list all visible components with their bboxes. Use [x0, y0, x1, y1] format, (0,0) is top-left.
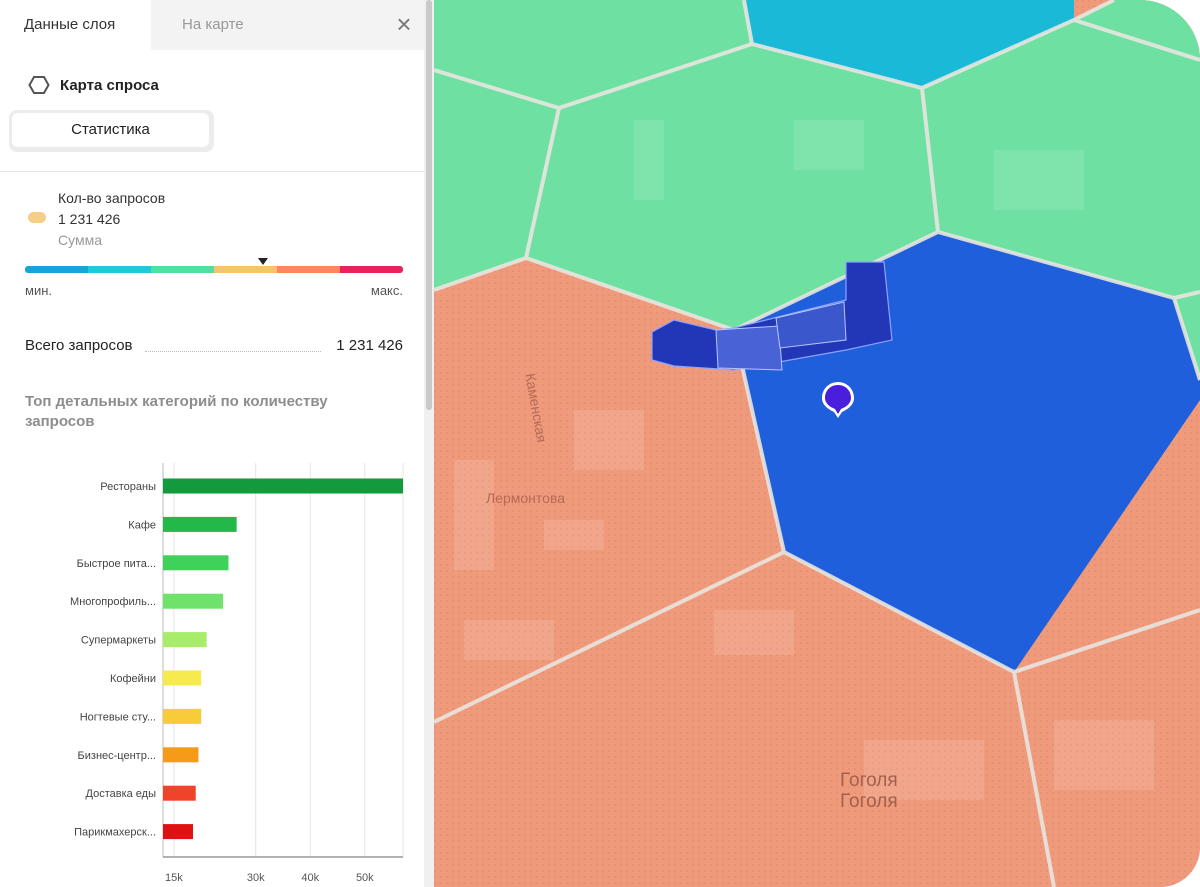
- x-tick-label: 15k: [165, 872, 183, 884]
- scale-segment: [151, 266, 214, 273]
- bar: [163, 555, 229, 571]
- metric-name: Кол-во запросов: [58, 190, 166, 206]
- bar: [163, 593, 223, 609]
- street-label: Лермонтова: [486, 490, 566, 506]
- category-label: Доставка еды: [86, 788, 157, 800]
- building-highlight: [651, 261, 893, 371]
- chart-canvas: 15k 30k 40k 50k Рестораны Кафе Быстрое пита...…: [70, 463, 404, 884]
- category-label: Кофейни: [110, 673, 156, 685]
- category-label: Многопрофиль...: [70, 596, 156, 608]
- x-tick-label: 50k: [356, 872, 374, 884]
- hex-cell-mid: [922, 20, 1200, 298]
- leader-dots: [145, 351, 321, 352]
- close-icon[interactable]: ×: [396, 9, 412, 39]
- map-view[interactable]: Лермонтова Каменская Гоголя Гоголя: [434, 0, 1200, 887]
- x-tick-label: 30k: [247, 872, 265, 884]
- hex-grid: [434, 0, 1200, 887]
- bar: [163, 747, 199, 763]
- scale-segment: [88, 266, 151, 273]
- bar: [163, 670, 202, 686]
- total-value: 1 231 426: [336, 337, 403, 354]
- bar: [163, 478, 403, 494]
- panel-tabs: Данные слоя На карте ×: [0, 0, 424, 50]
- category-bar-chart: 15k 30k 40k 50k Рестораны Кафе Быстрое пита...…: [0, 455, 424, 887]
- category-label: Парикмахерск...: [74, 827, 156, 839]
- divider: [0, 171, 424, 172]
- street-label: Гоголя: [840, 770, 898, 791]
- scale-segment: [277, 266, 340, 273]
- chart-title: Топ детальных категорий по количеству за…: [25, 393, 328, 430]
- scrollbar-thumb[interactable]: [426, 0, 432, 410]
- scale-min-label: мин.: [25, 283, 52, 298]
- map-pin-icon[interactable]: [820, 380, 856, 420]
- layer-title: Карта спроса: [60, 76, 159, 94]
- bar: [163, 632, 207, 648]
- statistics-button[interactable]: Статистика: [12, 113, 209, 147]
- total-label: Всего запросов: [25, 337, 137, 354]
- bar: [163, 516, 237, 532]
- total-row: Всего запросов 1 231 426: [25, 337, 403, 357]
- panel-scrollbar[interactable]: [424, 0, 434, 887]
- scale-segment: [214, 266, 277, 273]
- stats-toggle: Статистика: [9, 110, 214, 152]
- category-label: Кафе: [128, 519, 156, 531]
- hex-borders: [434, 0, 1200, 887]
- bar: [163, 824, 193, 840]
- layer-header: Карта спроса: [28, 72, 159, 98]
- category-label: Быстрое пита...: [77, 558, 156, 570]
- hex-cell-mid: [434, 70, 559, 290]
- hex-cell-mid: [434, 0, 752, 108]
- category-label: Супермаркеты: [81, 635, 156, 647]
- scale-segment: [25, 266, 88, 273]
- scale-max-label: макс.: [370, 283, 403, 298]
- metric-swatch: [28, 212, 46, 223]
- layer-panel: Данные слоя На карте × Карта спроса Стат…: [0, 0, 424, 887]
- metric-value: 1 231 426: [58, 211, 121, 227]
- x-tick-label: 40k: [301, 872, 319, 884]
- category-label: Рестораны: [100, 481, 156, 493]
- street-label: Гоголя: [840, 791, 898, 812]
- hex-cell-mid: [1074, 0, 1200, 60]
- scale-marker: [258, 258, 269, 265]
- metric-aggregation: Сумма: [58, 232, 102, 248]
- hex-cell-mid: [526, 44, 938, 330]
- buildings: [454, 120, 1154, 800]
- category-label: Бизнес-центр...: [78, 750, 156, 762]
- hex-cell-low: [744, 0, 1074, 88]
- color-scale: [25, 266, 403, 273]
- tab-on-map[interactable]: На карте: [182, 16, 244, 33]
- bar: [163, 708, 202, 724]
- bar: [163, 785, 196, 801]
- tab-layer-data[interactable]: Данные слоя: [0, 0, 151, 50]
- category-label: Ногтевые сту...: [80, 711, 156, 723]
- scale-segment: [340, 266, 403, 273]
- hexagon-icon: [28, 76, 50, 94]
